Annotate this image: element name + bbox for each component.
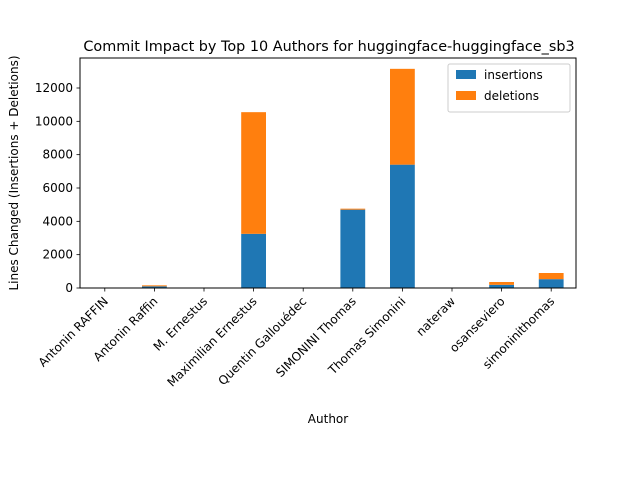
y-tick-label: 6000 [42, 181, 73, 195]
bar-insertions-9 [538, 279, 564, 288]
bar-insertions-1 [142, 286, 167, 288]
bar-insertions-8 [489, 284, 514, 288]
legend: insertions deletions [447, 63, 571, 113]
y-tick-label: 0 [65, 281, 73, 295]
bar-insertions-6 [390, 164, 415, 288]
bar-deletions-8 [489, 282, 514, 285]
bar-insertions-3 [241, 233, 266, 288]
legend-swatch-insertions [456, 70, 476, 79]
chart-title: Commit Impact by Top 10 Authors for hugg… [83, 39, 574, 55]
bar-deletions-1 [142, 285, 167, 287]
bar-insertions-5 [340, 209, 366, 288]
legend-label-insertions: insertions [484, 68, 543, 82]
legend-swatch-deletions [456, 91, 476, 100]
plot-frame [79, 57, 577, 289]
y-tick-label: 2000 [42, 248, 73, 262]
y-tick-label: 12000 [35, 81, 73, 95]
y-axis-label: Lines Changed (Insertions + Deletions) [7, 55, 21, 290]
bar-deletions-6 [390, 68, 415, 165]
legend-box [447, 63, 571, 113]
bar-deletions-5 [340, 208, 366, 210]
bar-deletions-9 [538, 273, 564, 280]
x-axis-label: Author [308, 412, 348, 426]
y-tick-label: 8000 [42, 148, 73, 162]
legend-label-deletions: deletions [484, 89, 539, 103]
bars-group [92, 68, 564, 288]
bar-deletions-3 [241, 112, 266, 234]
y-tick-label: 4000 [42, 214, 73, 228]
y-axis: 0 2000 4000 6000 8000 10000 12000 [35, 81, 80, 295]
y-tick-label: 10000 [35, 114, 73, 128]
